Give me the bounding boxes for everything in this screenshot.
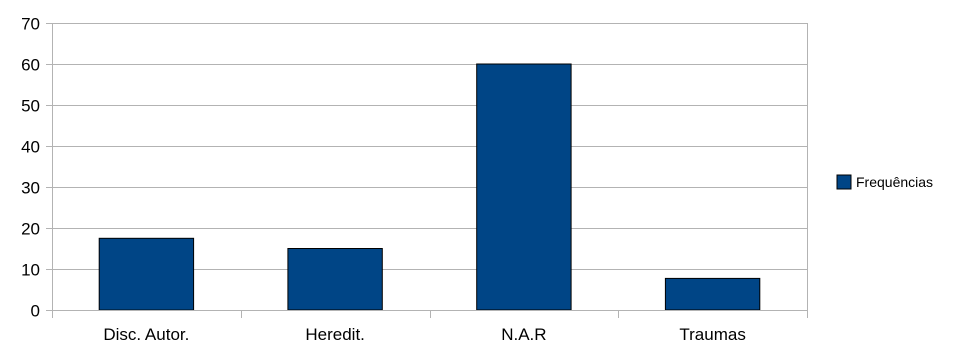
- y-tick-label: 30: [21, 179, 40, 198]
- x-axis-ticks: Disc. Autor. Heredit. N.A.R Traumas: [103, 325, 745, 344]
- bar-2: [476, 63, 572, 311]
- y-tick-label: 70: [21, 15, 40, 34]
- y-tick-label: 60: [21, 56, 40, 75]
- legend: Frequências: [836, 174, 933, 190]
- y-tick-label: 50: [21, 97, 40, 116]
- y-tick-label: 40: [21, 138, 40, 157]
- axes: [46, 23, 808, 318]
- y-tick-label: 0: [31, 302, 40, 321]
- bar-3: [664, 277, 761, 311]
- y-tick-label: 20: [21, 220, 40, 239]
- x-tick-label: Heredit.: [305, 325, 365, 344]
- bars: [98, 63, 761, 311]
- bar-0: [98, 237, 195, 311]
- y-tick-label: 10: [21, 261, 40, 280]
- bar-1: [287, 248, 383, 311]
- legend-label-frequencias: Frequências: [856, 174, 933, 190]
- x-tick-label: N.A.R: [501, 325, 546, 344]
- x-tick-label: Disc. Autor.: [103, 325, 189, 344]
- y-axis-ticks: 0 10 20 30 40 50 60 70: [21, 15, 40, 321]
- legend-swatch-frequencias: [836, 174, 852, 190]
- x-tick-label: Traumas: [679, 325, 745, 344]
